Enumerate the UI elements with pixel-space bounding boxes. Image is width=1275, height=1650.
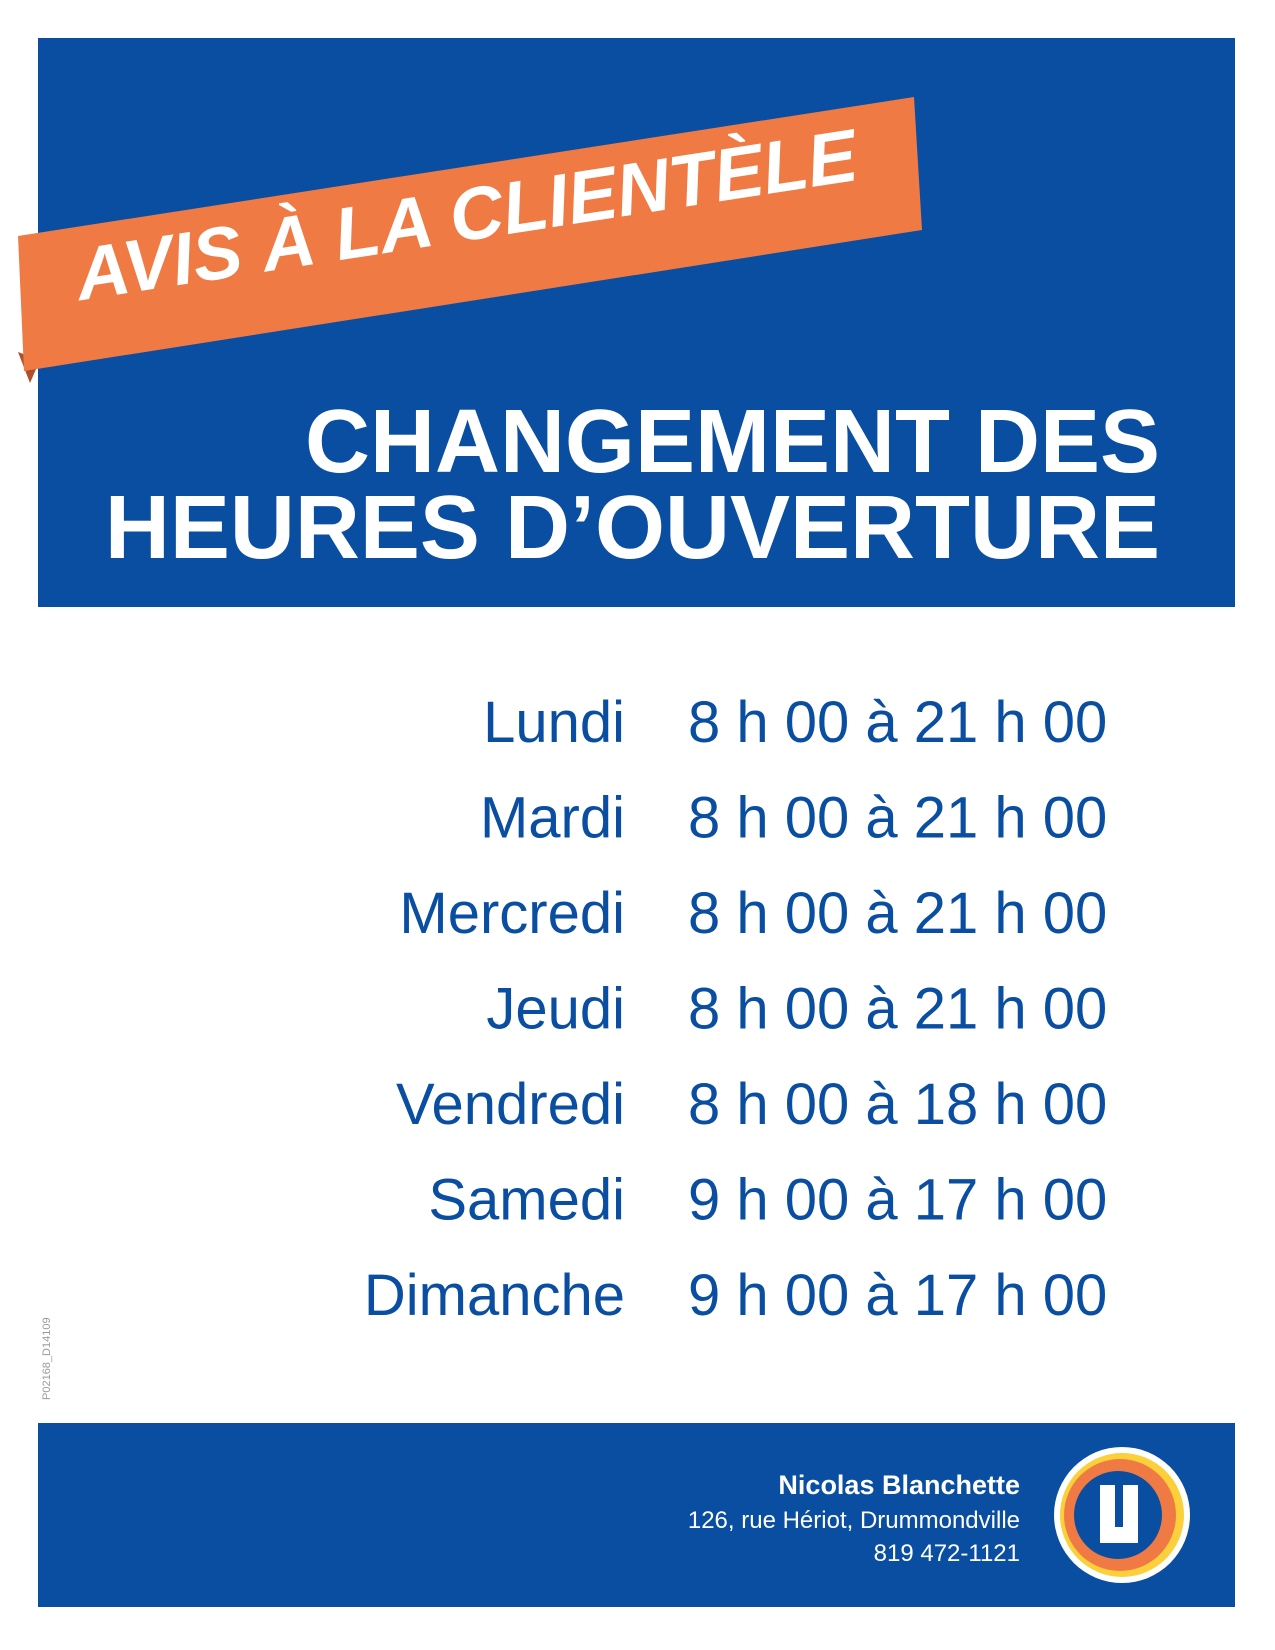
hours: 8 h 00 à 21 h 00 — [688, 690, 1107, 755]
day: Samedi — [428, 1168, 625, 1233]
day: Jeudi — [486, 977, 625, 1042]
hours: 8 h 00 à 21 h 00 — [688, 786, 1107, 851]
headline: HEURES D’OUVERTURE — [105, 478, 1160, 578]
headline: CHANGEMENT DES — [305, 392, 1160, 492]
schedule: Lundi 8 h 00 à 21 h 00 Mardi 8 h 00 à 21 h … — [364, 690, 1107, 1328]
hours: 8 h 00 à 18 h 00 — [688, 1072, 1107, 1137]
hours: 8 h 00 à 21 h 00 — [688, 977, 1107, 1042]
store-name: Nicolas Blanchette — [778, 1470, 1020, 1500]
hours: 9 h 00 à 17 h 00 — [688, 1168, 1107, 1233]
store-address: 126, rue Hériot, Drummondville — [688, 1507, 1020, 1534]
footer-panel — [38, 1423, 1235, 1607]
day: Dimanche — [364, 1263, 625, 1328]
day: Mardi — [480, 786, 625, 851]
side-code: P02168_D14109 — [41, 1317, 53, 1400]
banner — [18, 97, 922, 371]
store-phone: 819 472-1121 — [874, 1540, 1020, 1567]
day: Vendredi — [396, 1072, 625, 1137]
day: Mercredi — [399, 881, 625, 946]
hours: 8 h 00 à 21 h 00 — [688, 881, 1107, 946]
logo — [1054, 1447, 1190, 1583]
hours: 9 h 00 à 17 h 00 — [688, 1263, 1107, 1328]
day: Lundi — [483, 690, 625, 755]
